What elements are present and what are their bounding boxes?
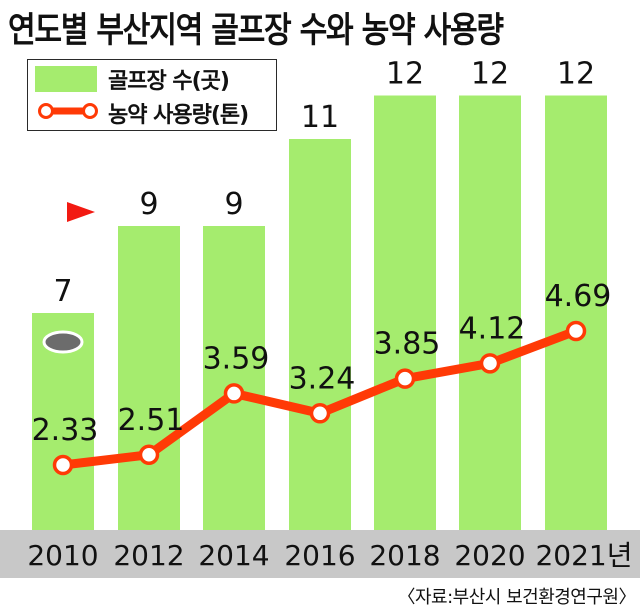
bar-value-label: 9 [224,187,243,222]
legend-item-bars: 골프장 수(곳) [28,62,276,94]
chart-title: 연도별 부산지역 골프장 수와 농약 사용량 [8,11,504,51]
line-value-label: 2.51 [118,403,185,438]
bars-layer [32,95,607,530]
bar-2020 [459,95,521,530]
bar-value-label: 11 [301,100,339,135]
bar-value-label: 12 [471,57,509,92]
line-point-2021년 [565,320,587,342]
x-tick-label: 2021년 [535,539,632,572]
legend-label-line: 농약 사용량(톤) [108,103,249,128]
line-value-label: 3.24 [289,361,356,396]
golf-hole-icon [42,330,84,354]
bar-2014 [203,226,265,530]
legend-bar-swatch [35,66,97,92]
x-tick-label: 2012 [113,539,184,572]
x-tick-label: 2010 [27,539,98,572]
x-tick-label: 2018 [369,539,440,572]
bar-2012 [118,226,180,530]
line-value-label: 3.59 [203,341,270,376]
legend-item-line: 농약 사용량(톤) [28,96,276,128]
bar-value-label: 9 [139,187,158,222]
x-axis-band [0,530,640,578]
line-point-2016 [309,403,331,424]
golf-flag-icon [65,202,95,268]
bar-2016 [289,139,351,530]
legend-line-swatch [38,103,98,119]
line-point-2010 [52,454,74,476]
line-point-2020 [479,353,501,374]
labels-layer: 7 9 9 11 12 12 12 2.33 2.51 3.59 3.24 3.85 4.12 4.69 [32,57,612,449]
legend-label-bars: 골프장 수(곳) [108,69,230,94]
line-point-2018 [394,368,416,389]
bar-2021년 [545,95,607,530]
line-point-2012 [138,444,160,466]
line-value-label: 4.12 [459,311,526,346]
bar-value-label: 12 [557,57,595,92]
x-tick-label: 2016 [284,539,355,572]
line-layer [52,320,587,476]
line-value-label: 2.33 [32,413,99,448]
legend: 골프장 수(곳) 농약 사용량(톤) [27,59,277,131]
x-tick-label: 2020 [454,539,525,572]
x-tick-label: 2014 [198,539,269,572]
bar-2018 [374,95,436,530]
line-point-2014 [223,383,245,404]
line-value-label: 3.85 [374,327,441,362]
source-note: 〈자료:부산시 보건환경연구원〉 [397,587,636,608]
bar-value-label: 7 [53,274,72,309]
line-value-label: 4.69 [545,279,612,314]
x-axis-labels: 2010 2012 2014 2016 2018 2020 2021년 [27,539,632,572]
bar-value-label: 12 [386,57,424,92]
icons-layer [42,202,95,354]
